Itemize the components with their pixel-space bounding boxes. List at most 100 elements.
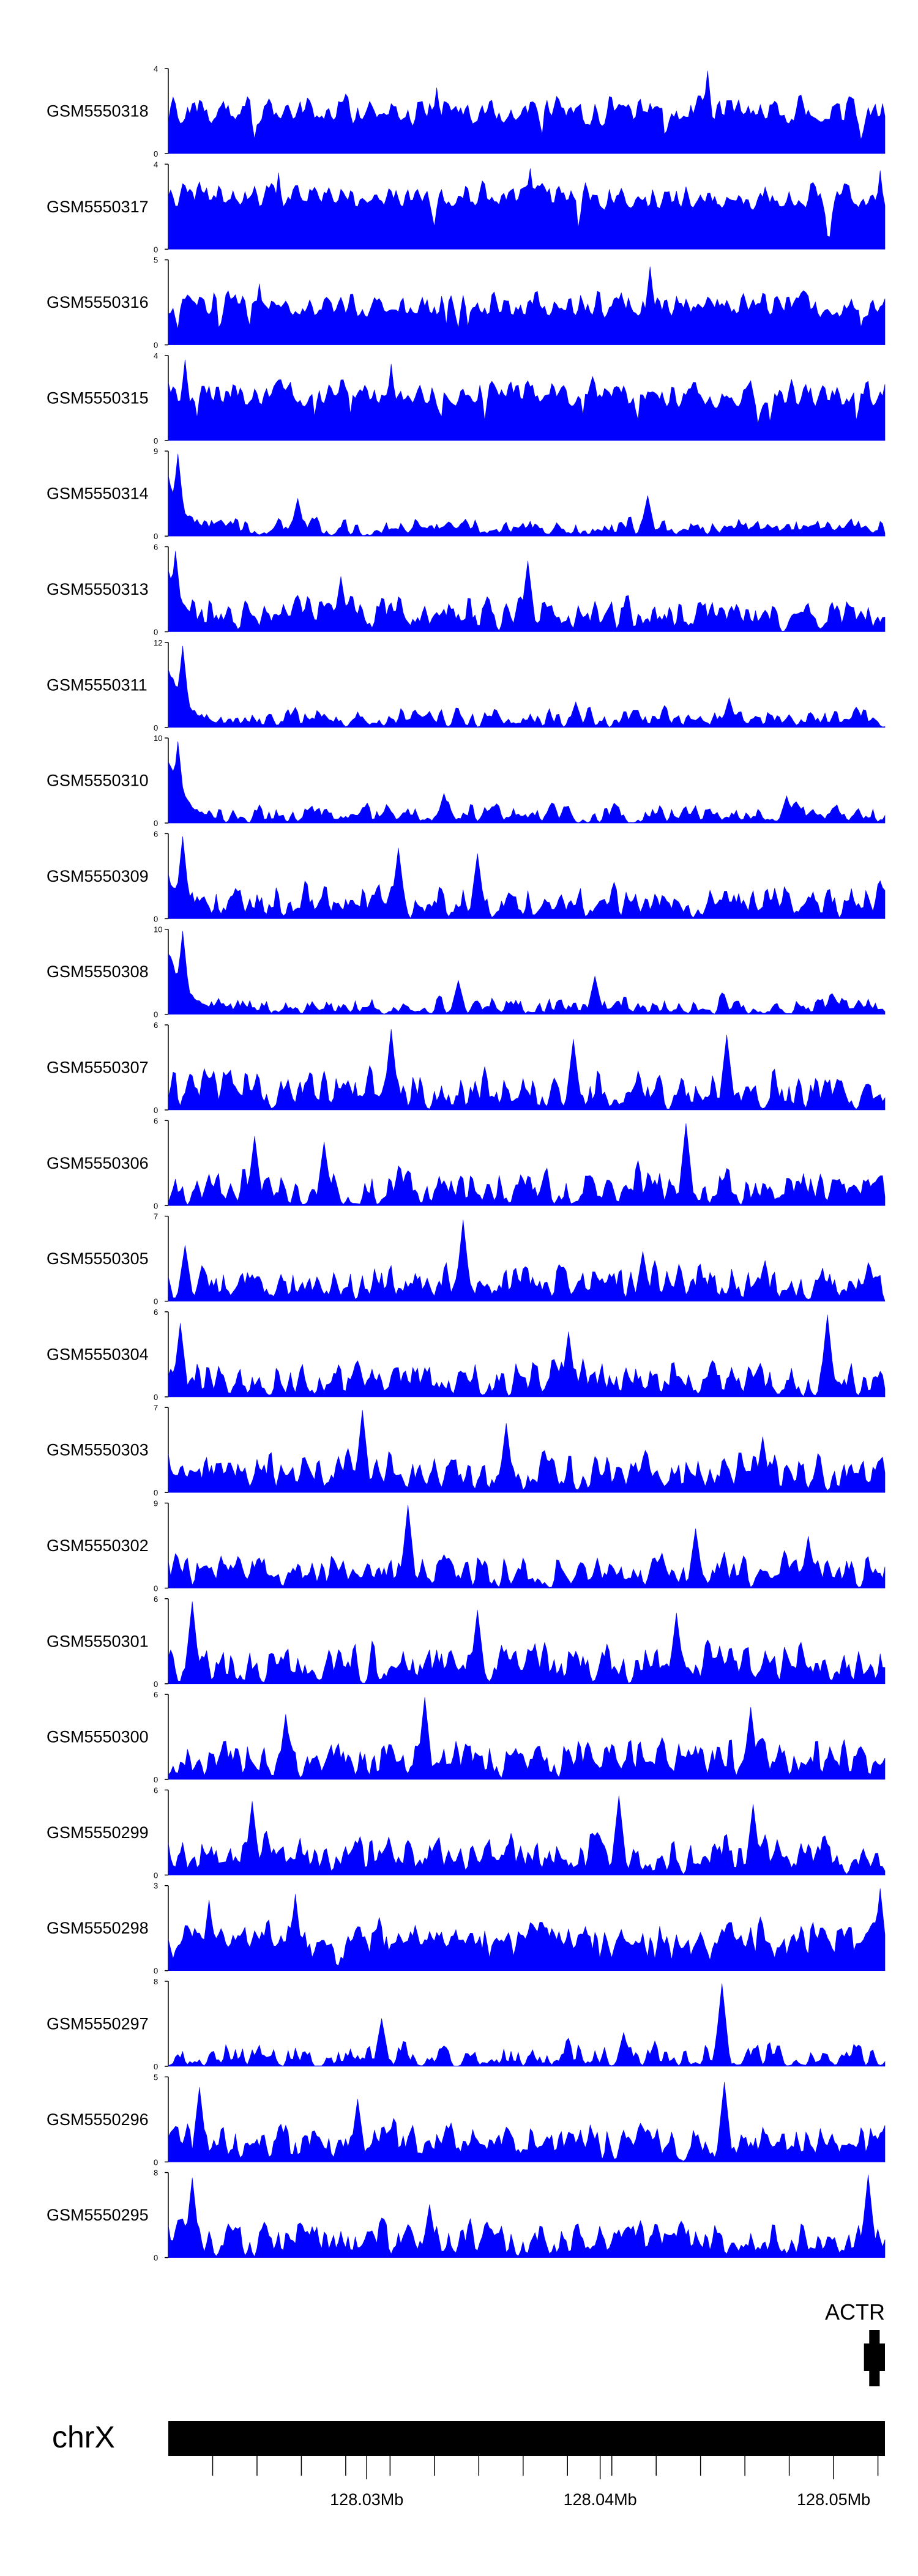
y-tick-label-zero: 0 — [154, 1393, 158, 1402]
y-tick-label-zero: 0 — [154, 1584, 158, 1593]
y-tick-label-max: 7 — [154, 1212, 158, 1221]
y-tick-label-max: 6 — [154, 829, 158, 838]
coverage-area — [168, 266, 886, 345]
y-tick-label-zero: 0 — [154, 1201, 158, 1210]
y-tick-label-max: 6 — [154, 1595, 158, 1604]
track-GSM5550315: GSM5550315 4 0 — [47, 351, 886, 445]
y-tick-label-zero: 0 — [154, 436, 158, 445]
coverage-area — [168, 359, 886, 441]
coverage-area — [168, 453, 886, 537]
y-tick-label-max: 4 — [154, 351, 158, 360]
y-tick-label-zero: 0 — [154, 149, 158, 158]
y-tick-label-zero: 0 — [154, 1488, 158, 1497]
coverage-area — [168, 1410, 886, 1493]
y-tick-label-max: 6 — [154, 1021, 158, 1030]
coverage-area — [168, 1219, 886, 1301]
coverage-area — [168, 1983, 886, 2067]
track-label: GSM5550301 — [47, 1632, 149, 1650]
coverage-area — [168, 1029, 886, 1111]
coverage-area — [168, 168, 886, 250]
track-label: GSM5550307 — [47, 1059, 149, 1077]
y-tick-label-max: 9 — [154, 1499, 158, 1508]
track-label: GSM5550317 — [47, 198, 149, 216]
y-tick-label-max: 8 — [154, 2168, 158, 2178]
y-tick-label-max: 6 — [154, 1785, 158, 1795]
track-GSM5550311: GSM5550311 12 0 — [47, 638, 886, 732]
y-tick-label-max: 7 — [154, 1403, 158, 1412]
coverage-area — [168, 551, 886, 632]
track-GSM5550314: GSM5550314 9 0 — [47, 447, 886, 541]
coverage-area — [168, 1123, 886, 1206]
track-GSM5550305: GSM5550305 7 0 — [47, 1212, 886, 1306]
coverage-area — [168, 741, 886, 824]
gene-track: ACTR — [825, 2299, 885, 2386]
y-tick-label-max: 6 — [154, 1116, 158, 1125]
coverage-area — [168, 2082, 886, 2162]
coverage-area — [168, 646, 886, 728]
track-label: GSM5550310 — [47, 772, 149, 790]
y-tick-label-max: 6 — [154, 1690, 158, 1699]
y-tick-label-zero: 0 — [154, 1297, 158, 1306]
y-tick-label-max: 5 — [154, 256, 158, 265]
y-tick-label-zero: 0 — [154, 819, 158, 828]
track-label: GSM5550304 — [47, 1345, 149, 1363]
track-GSM5550313: GSM5550313 6 0 — [47, 543, 886, 637]
coverage-area — [168, 836, 886, 919]
y-tick-label-max: 9 — [154, 447, 158, 456]
track-label: GSM5550298 — [47, 1919, 149, 1937]
y-tick-label-zero: 0 — [154, 723, 158, 732]
track-GSM5550307: GSM5550307 6 0 — [47, 1021, 886, 1115]
y-tick-label-zero: 0 — [154, 1106, 158, 1115]
track-label: GSM5550318 — [47, 102, 149, 121]
track-GSM5550302: GSM5550302 9 0 — [47, 1499, 886, 1593]
y-tick-label-zero: 0 — [154, 1010, 158, 1019]
y-tick-label-max: 3 — [154, 1882, 158, 1891]
track-GSM5550295: GSM5550295 8 0 — [47, 2168, 886, 2263]
track-label: GSM5550314 — [47, 485, 149, 503]
track-GSM5550298: GSM5550298 3 0 — [47, 1882, 886, 1976]
track-GSM5550317: GSM5550317 4 0 — [47, 160, 886, 254]
coverage-area — [168, 1888, 886, 1971]
track-GSM5550297: GSM5550297 8 0 — [47, 1977, 886, 2071]
chromosome-label: chrX — [52, 2420, 115, 2454]
gene-label: ACTR — [825, 2299, 885, 2325]
track-GSM5550306: GSM5550306 6 0 — [47, 1116, 886, 1210]
axis-tick-label: 128.03Mb — [330, 2490, 403, 2509]
y-tick-label-zero: 0 — [154, 2254, 158, 2263]
coverage-area — [168, 1601, 886, 1684]
track-GSM5550309: GSM5550309 6 0 — [47, 829, 886, 923]
y-tick-label-max: 4 — [154, 64, 158, 73]
axis-tick-label: 128.05Mb — [797, 2490, 870, 2509]
coverage-area — [168, 1505, 886, 1588]
y-tick-label-zero: 0 — [154, 1775, 158, 1784]
track-label: GSM5550300 — [47, 1728, 149, 1746]
track-GSM5550299: GSM5550299 6 0 — [47, 1785, 886, 1880]
track-GSM5550296: GSM5550296 5 0 — [47, 2072, 886, 2167]
track-GSM5550300: GSM5550300 6 0 — [47, 1690, 886, 1784]
y-tick-label-max: 6 — [154, 543, 158, 552]
track-label: GSM5550309 — [47, 867, 149, 885]
gene-glyph — [864, 2330, 885, 2386]
y-tick-label-max: 10 — [154, 925, 162, 934]
track-label: GSM5550315 — [47, 389, 149, 407]
coverage-area — [168, 70, 886, 154]
coverage-area — [168, 1314, 886, 1398]
coverage-area — [168, 1697, 886, 1780]
track-GSM5550304: GSM5550304 6 0 — [47, 1308, 886, 1402]
track-GSM5550310: GSM5550310 10 0 — [47, 734, 886, 828]
coverage-tracks: GSM555031840GSM555031740GSM555031650GSM5… — [47, 64, 886, 2263]
y-tick-label-zero: 0 — [154, 1680, 158, 1689]
y-tick-label-max: 12 — [154, 638, 162, 647]
y-tick-label-zero: 0 — [154, 628, 158, 637]
coverage-area — [168, 931, 886, 1014]
y-tick-label-max: 10 — [154, 734, 162, 743]
track-GSM5550308: GSM5550308 10 0 — [47, 925, 886, 1019]
track-GSM5550301: GSM5550301 6 0 — [47, 1595, 886, 1689]
track-label: GSM5550316 — [47, 293, 149, 311]
track-label: GSM5550297 — [47, 2015, 149, 2033]
track-label: GSM5550305 — [47, 1249, 149, 1268]
y-tick-label-zero: 0 — [154, 914, 158, 923]
y-tick-label-zero: 0 — [154, 1967, 158, 1976]
y-tick-label-zero: 0 — [154, 1871, 158, 1880]
